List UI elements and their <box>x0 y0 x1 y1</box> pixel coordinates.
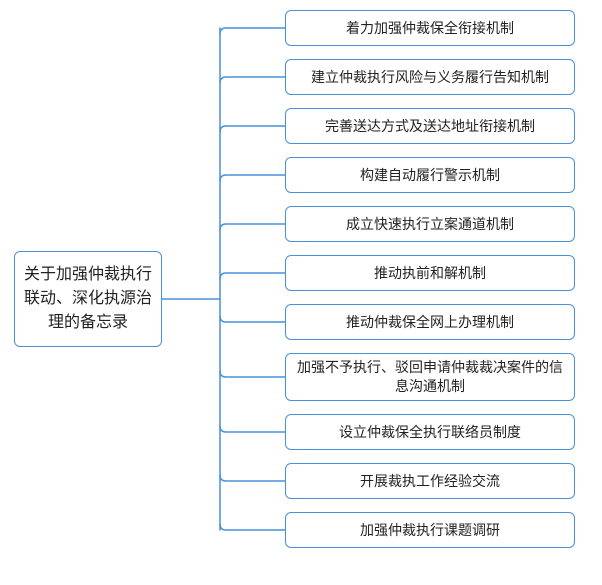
child-node-0: 着力加强仲裁保全衔接机制 <box>285 10 575 46</box>
root-node: 关于加强仲裁执行联动、深化执源治理的备忘录 <box>14 251 162 347</box>
child-label: 成立快速执行立案通道机制 <box>346 215 514 234</box>
child-label: 加强仲裁执行课题调研 <box>360 521 500 540</box>
child-label: 构建自动履行警示机制 <box>360 166 500 185</box>
child-node-9: 开展裁执工作经验交流 <box>285 463 575 499</box>
child-label: 完善送达方式及送达地址衔接机制 <box>325 117 535 136</box>
child-node-7: 加强不予执行、驳回申请仲裁裁决案件的信息沟通机制 <box>285 353 575 401</box>
child-label: 建立仲裁执行风险与义务履行告知机制 <box>311 68 549 87</box>
child-label: 推动仲裁保全网上办理机制 <box>346 313 514 332</box>
child-node-6: 推动仲裁保全网上办理机制 <box>285 304 575 340</box>
child-node-4: 成立快速执行立案通道机制 <box>285 206 575 242</box>
child-node-8: 设立仲裁保全执行联络员制度 <box>285 414 575 450</box>
child-label: 加强不予执行、驳回申请仲裁裁决案件的信息沟通机制 <box>296 358 564 396</box>
child-label: 设立仲裁保全执行联络员制度 <box>339 423 521 442</box>
child-label: 推动执前和解机制 <box>374 264 486 283</box>
child-node-10: 加强仲裁执行课题调研 <box>285 512 575 548</box>
child-node-1: 建立仲裁执行风险与义务履行告知机制 <box>285 59 575 95</box>
child-node-5: 推动执前和解机制 <box>285 255 575 291</box>
child-label: 着力加强仲裁保全衔接机制 <box>346 19 514 38</box>
root-label: 关于加强仲裁执行联动、深化执源治理的备忘录 <box>23 263 153 335</box>
child-node-2: 完善送达方式及送达地址衔接机制 <box>285 108 575 144</box>
child-label: 开展裁执工作经验交流 <box>360 472 500 491</box>
child-node-3: 构建自动履行警示机制 <box>285 157 575 193</box>
